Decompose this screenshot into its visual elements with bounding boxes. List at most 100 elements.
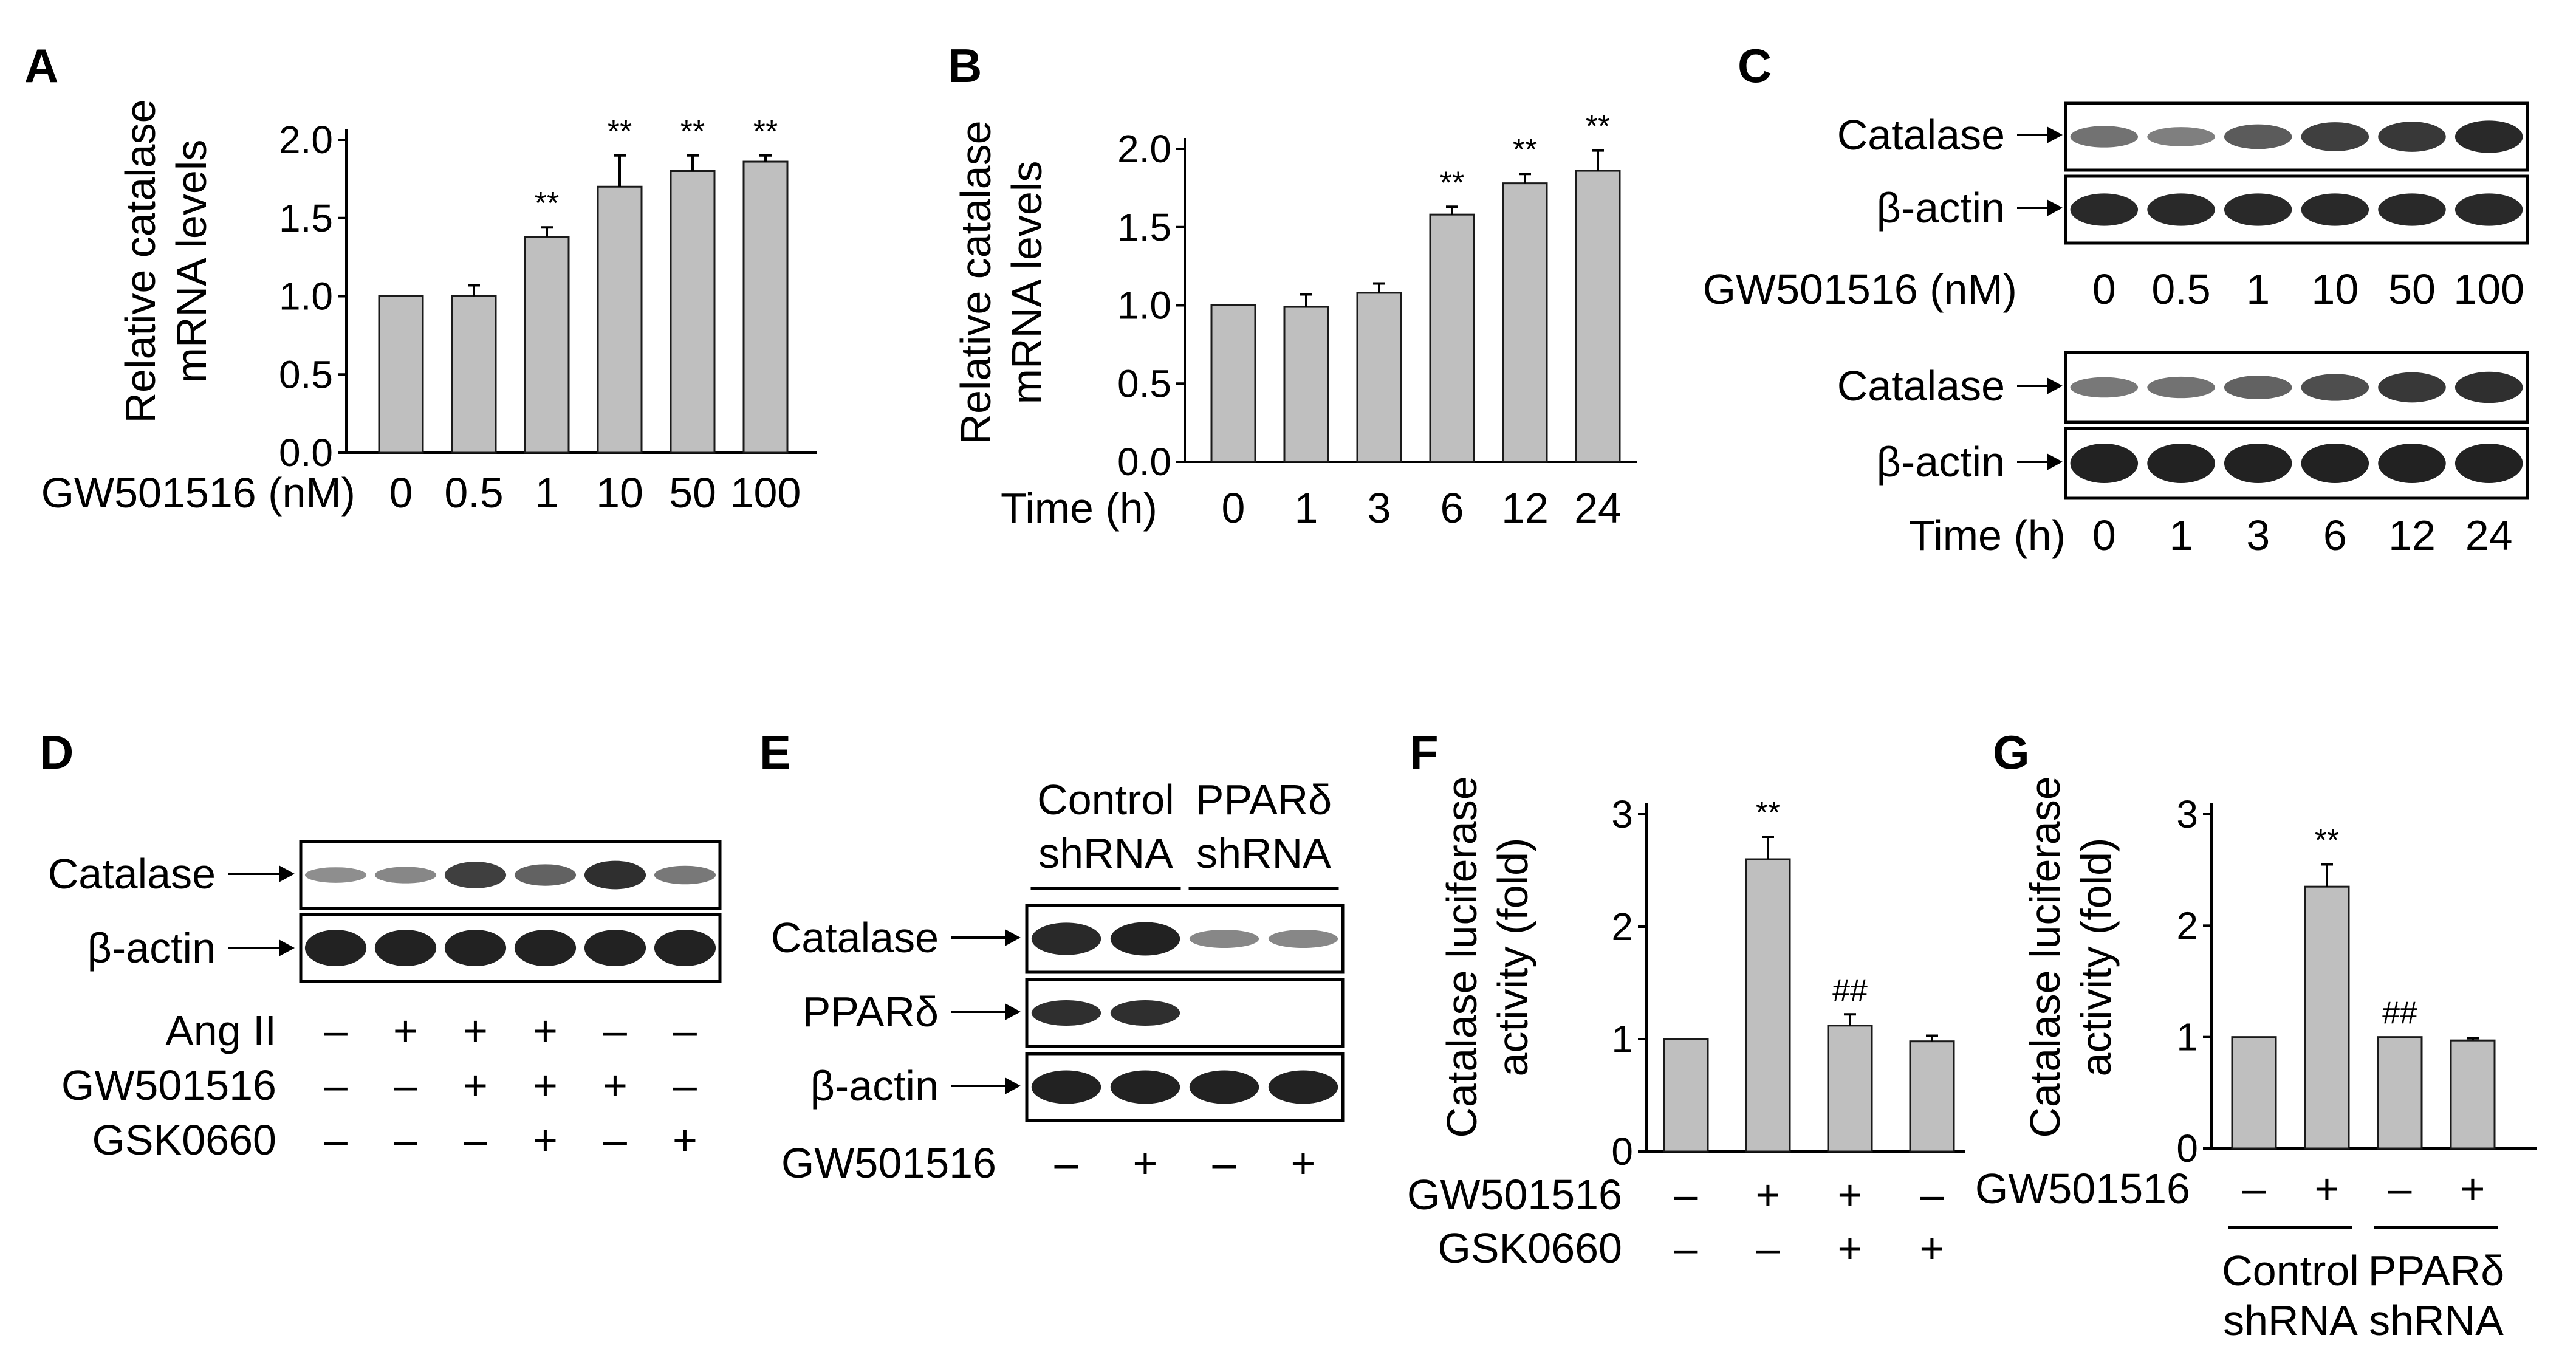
y-tick-label: 0.5 — [279, 352, 333, 396]
catalase-blot-band — [2147, 127, 2215, 146]
y-tick-label: 1 — [2176, 1015, 2198, 1059]
y-axis-title: Catalase luciferase — [1438, 776, 1485, 1138]
treatment-label: GSK0660 — [92, 1116, 276, 1164]
x-tick-label: 1 — [1295, 484, 1318, 532]
panel-label-c: C — [1738, 39, 1772, 92]
treatment-sign: – — [1756, 1224, 1780, 1272]
treatment-sign: – — [394, 1062, 417, 1109]
treatment-label: GSK0660 — [1437, 1224, 1622, 1272]
treatment-sign: + — [1756, 1171, 1781, 1218]
treatment-sign: – — [324, 1116, 348, 1164]
treatment-sign: + — [463, 1007, 488, 1054]
treatment-sign: + — [1133, 1139, 1158, 1187]
bar — [1745, 858, 1791, 1153]
catalase-blot-box — [2064, 351, 2529, 424]
lane-label: 1 — [2170, 512, 2193, 559]
lane-label: 0 — [2092, 512, 2116, 559]
blot-row-label: β-actin — [1877, 184, 2005, 232]
lane-label: 10 — [2311, 266, 2358, 313]
catalase-blot-band — [304, 867, 367, 883]
bar — [1356, 292, 1402, 463]
y-tick-label: 0 — [1611, 1130, 1633, 1173]
bar — [1210, 304, 1256, 463]
treatment-sign: – — [603, 1116, 627, 1164]
western-blot-e: Control shRNA PPARδ shRNA Catalase PPARδ β-act… — [771, 776, 1345, 1187]
catalase-blot-band — [1189, 930, 1259, 948]
treatment-label: GW501516 — [61, 1062, 276, 1109]
blot-row-label: β-actin — [87, 924, 216, 972]
significance-label: ** — [1440, 165, 1464, 201]
y-tick-label: 1 — [1611, 1017, 1633, 1061]
bar — [2231, 1036, 2277, 1150]
blot-row-label: Catalase — [1837, 111, 2005, 159]
panel-label-a: A — [24, 39, 58, 92]
y-axis-title: Relative catalase — [117, 99, 164, 423]
blot-row-label: Catalase — [48, 850, 216, 898]
group-label: shRNA — [2369, 1297, 2504, 1344]
treatment-sign: – — [603, 1007, 627, 1054]
catalase-blot-box — [2064, 101, 2529, 172]
actin-blot-band — [1189, 1070, 1259, 1104]
significance-label: ## — [2382, 996, 2417, 1031]
y-tick-label: 0 — [2176, 1127, 2198, 1170]
catalase-blot-band — [1031, 922, 1101, 955]
y-tick-label: 1.5 — [279, 196, 333, 240]
arrow-head — [2047, 199, 2063, 216]
lane-label: 12 — [2388, 512, 2436, 559]
bar — [670, 170, 716, 454]
bar — [742, 160, 789, 454]
blot-row-label: β-actin — [1877, 438, 2005, 486]
y-axis-title: mRNA levels — [168, 140, 215, 383]
actin-blot-band — [2224, 444, 2292, 483]
treatment-sign: + — [463, 1062, 488, 1109]
catalase-blot-band — [2070, 377, 2139, 398]
x-tick-label: 24 — [1574, 484, 1622, 532]
significance-label: ** — [680, 114, 705, 149]
catalase-blot-band — [1268, 930, 1338, 948]
catalase-blot-band — [2454, 120, 2523, 153]
treatment-label: Ang II — [165, 1007, 276, 1054]
x-tick-label: 3 — [1368, 484, 1391, 532]
catalase-blot-band — [374, 867, 437, 884]
arrow-head — [1005, 1077, 1021, 1094]
significance-label: ** — [1513, 132, 1537, 168]
treatment-sign: + — [1920, 1224, 1945, 1272]
actin-blot-band — [2147, 444, 2215, 483]
treatment-sign: + — [673, 1116, 697, 1164]
treatment-sign: – — [673, 1007, 697, 1054]
y-tick-label: 2 — [2176, 904, 2198, 947]
bar — [378, 295, 424, 454]
bar — [2377, 1036, 2423, 1150]
ppard-blot-band — [1110, 1000, 1180, 1026]
catalase-blot-band — [2301, 122, 2369, 151]
treatment-sign: + — [603, 1062, 628, 1109]
catalase-blot-band — [2378, 122, 2446, 152]
lane-label: 1 — [2246, 266, 2270, 313]
treatment-label: GW501516 — [1407, 1171, 1622, 1218]
treatment-sign: – — [324, 1007, 348, 1054]
bar — [1429, 213, 1475, 463]
actin-blot-band — [514, 930, 577, 966]
x-tick-label: 6 — [1440, 484, 1464, 532]
group-label: Control — [1037, 776, 1174, 823]
actin-blot-band — [654, 930, 716, 966]
treatment-sign: – — [1674, 1224, 1698, 1272]
bar — [1909, 1040, 1955, 1153]
treatment-sign: – — [1920, 1171, 1944, 1218]
treatment-sign: – — [394, 1116, 417, 1164]
bar — [451, 295, 497, 454]
group-label: PPARδ — [1196, 776, 1332, 823]
actin-blot-box — [2064, 174, 2529, 245]
actin-blot-band — [2301, 444, 2369, 483]
actin-blot-band — [2147, 193, 2215, 226]
y-axis-title: activity (fold) — [1489, 838, 1536, 1077]
blot-row-label: Catalase — [771, 914, 939, 961]
y-tick-label: 1.0 — [279, 275, 333, 318]
bar — [2450, 1039, 2496, 1150]
catalase-blot-band — [654, 865, 716, 885]
lane-label: 0.5 — [2151, 266, 2210, 313]
actin-blot-box — [2064, 427, 2529, 500]
significance-label: ** — [535, 186, 559, 221]
treatment-label: GW501516 — [1975, 1165, 2190, 1212]
